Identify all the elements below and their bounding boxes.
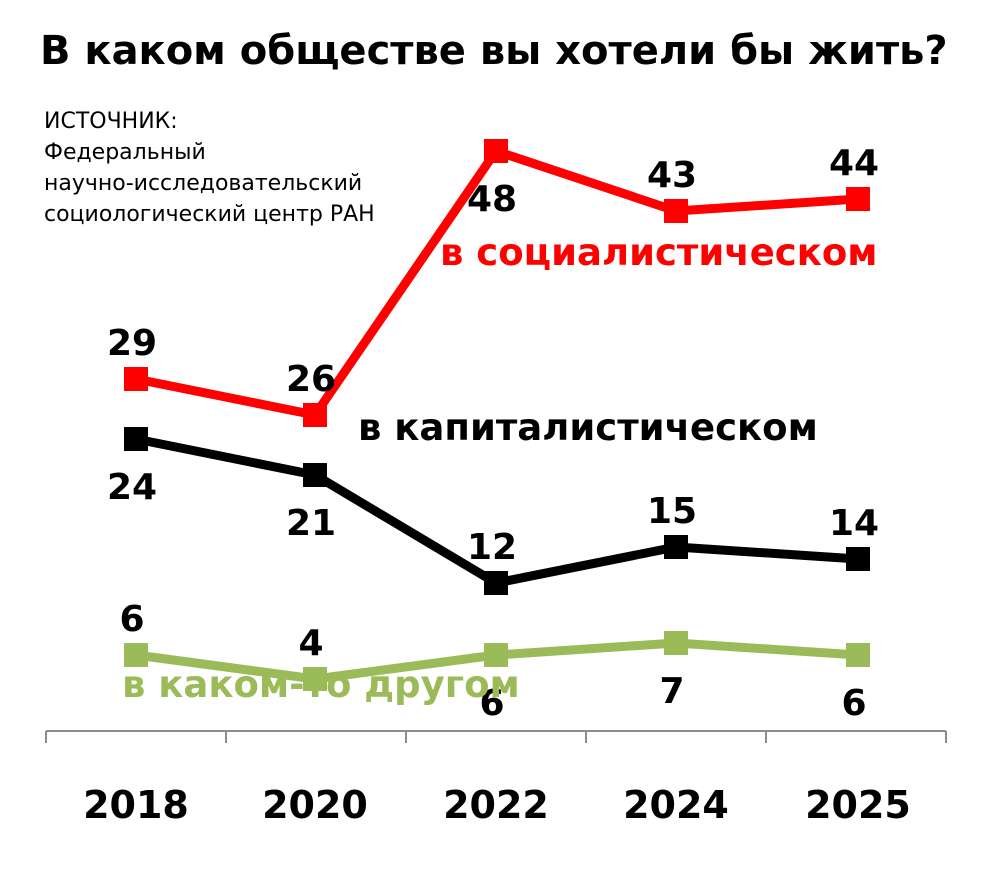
data-label: 21 bbox=[286, 503, 336, 544]
data-label: 48 bbox=[467, 179, 517, 220]
data-label: 7 bbox=[659, 671, 684, 712]
data-label: 6 bbox=[841, 683, 866, 724]
data-label: 43 bbox=[647, 155, 697, 196]
data-label: 44 bbox=[829, 143, 879, 184]
x-tick-label: 2025 bbox=[805, 783, 911, 827]
data-point-marker bbox=[484, 139, 508, 163]
source-note: ИСТОЧНИК: Федеральный научно-исследовате… bbox=[44, 106, 375, 230]
data-point-marker bbox=[303, 403, 327, 427]
data-label: 6 bbox=[479, 683, 504, 724]
data-point-marker bbox=[664, 535, 688, 559]
data-label: 12 bbox=[467, 527, 517, 568]
data-label: 26 bbox=[286, 359, 336, 400]
data-point-marker bbox=[846, 187, 870, 211]
data-label: 6 bbox=[119, 599, 144, 640]
x-tick-label: 2020 bbox=[262, 783, 368, 827]
source-line: ИСТОЧНИК: bbox=[44, 109, 178, 134]
data-point-marker bbox=[484, 643, 508, 667]
x-tick-label: 2018 bbox=[83, 783, 189, 827]
source-line: научно-исследовательский bbox=[44, 171, 363, 196]
x-axis: 2018 2020 2022 2024 2025 bbox=[45, 730, 947, 827]
source-line: Федеральный bbox=[44, 140, 206, 165]
series-capitalist: 24 21 12 15 14 bbox=[107, 427, 879, 595]
data-point-marker bbox=[846, 643, 870, 667]
series-name-capitalist: в капиталистическом bbox=[358, 406, 818, 449]
data-label: 4 bbox=[298, 623, 323, 664]
data-label: 15 bbox=[647, 491, 697, 532]
data-point-marker bbox=[664, 199, 688, 223]
series-socialist: 29 26 48 43 44 bbox=[107, 139, 879, 427]
data-label: 14 bbox=[829, 503, 879, 544]
data-point-marker bbox=[664, 631, 688, 655]
data-point-marker bbox=[124, 367, 148, 391]
series-names: в социалистическом в капиталистическом в к… bbox=[122, 231, 878, 706]
series-name-other: в каком-то другом bbox=[122, 663, 520, 706]
data-point-marker bbox=[484, 571, 508, 595]
x-tick-label: 2022 bbox=[443, 783, 549, 827]
chart-title: В каком обществе вы хотели бы жить? bbox=[40, 28, 948, 74]
data-point-marker bbox=[124, 643, 148, 667]
series-other: 6 4 6 7 6 bbox=[119, 599, 870, 724]
data-point-marker bbox=[846, 547, 870, 571]
data-point-marker bbox=[124, 427, 148, 451]
data-label: 24 bbox=[107, 467, 157, 508]
data-label: 29 bbox=[107, 323, 157, 364]
data-point-marker bbox=[303, 463, 327, 487]
source-line: социологический центр РАН bbox=[44, 202, 375, 227]
series-layer: 29 26 48 43 44 24 21 12 15 14 6 4 6 7 6 bbox=[107, 139, 879, 724]
x-tick-label: 2024 bbox=[623, 783, 729, 827]
data-point-marker bbox=[303, 667, 327, 691]
series-name-socialist: в социалистическом bbox=[440, 231, 878, 274]
